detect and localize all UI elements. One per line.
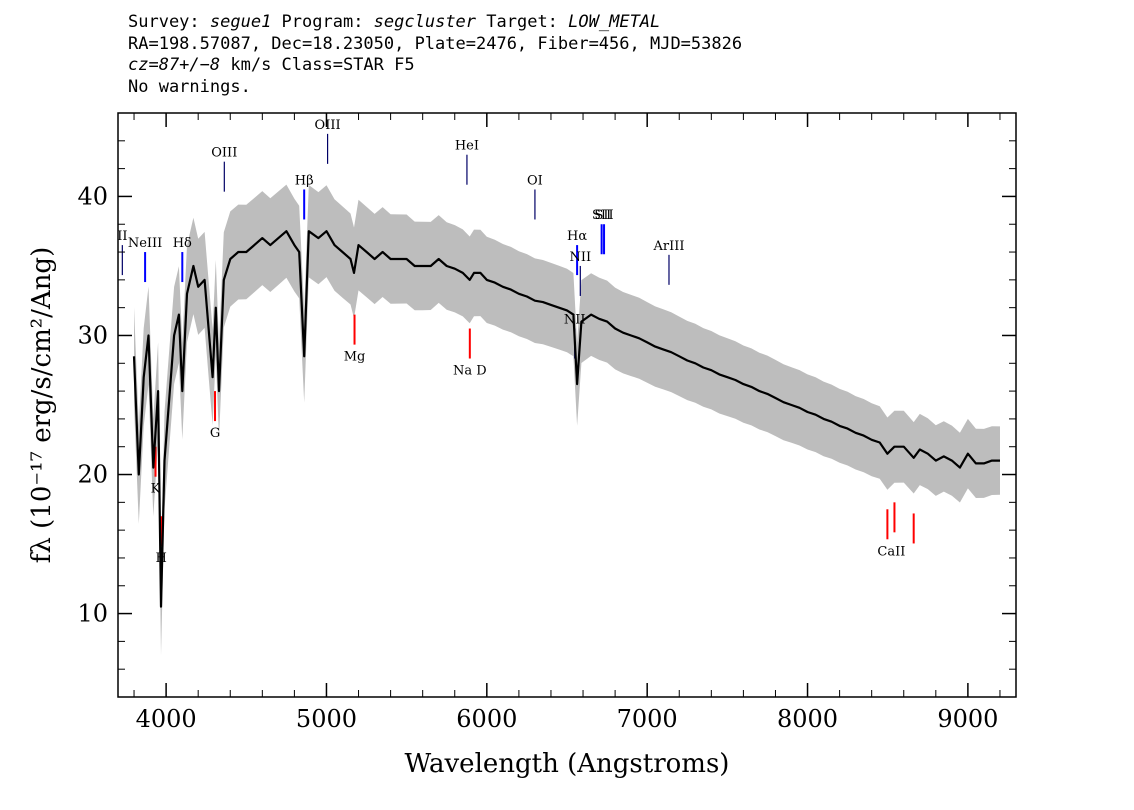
emission-line-label: OIII	[315, 118, 341, 133]
y-tick-label: 40	[77, 182, 108, 210]
flux-series-layer	[132, 230, 1000, 608]
emission-line-label: Hδ	[173, 236, 192, 251]
emission-line-label: ArIII	[652, 239, 684, 254]
header-line-3: cz=87+/−8 km/s Class=STAR F5	[128, 55, 415, 75]
emission-line-label: NII	[569, 250, 591, 265]
target-value: LOW_METAL	[568, 12, 661, 32]
class-value: km/s Class=STAR F5	[220, 55, 415, 75]
emission-line-label: HeI	[455, 139, 479, 154]
error-band-layer	[134, 184, 1000, 656]
x-tick-label: 9000	[937, 705, 998, 733]
emission-line-label: OIII	[211, 146, 237, 161]
absorption-line-label: Na D	[453, 364, 487, 379]
x-tick-label: 5000	[296, 705, 357, 733]
redshift-value: cz=87+/−8	[128, 55, 221, 75]
emission-line-label: NeIII	[128, 236, 162, 251]
absorption-line-label: G	[210, 426, 220, 441]
x-tick-label: 8000	[777, 705, 838, 733]
x-tick-label: 4000	[136, 705, 197, 733]
target-label: Target:	[476, 12, 569, 32]
emission-line-label: OI	[527, 173, 543, 188]
absorption-line-label: Mg	[344, 350, 366, 365]
header-line-2: RA=198.57087, Dec=18.23050, Plate=2476, …	[128, 33, 743, 54]
survey-value: segue1	[209, 12, 272, 32]
spectral-lines-layer: NeIII HδOIIIHβOIIIHeIOINIIHαNIISIISIIArII…	[117, 118, 915, 566]
emission-line-label: II	[117, 229, 127, 244]
program-label: Program:	[271, 12, 374, 32]
header-line-4: No warnings.	[128, 76, 251, 97]
absorption-line-label: CaII	[877, 544, 905, 559]
x-axis-title: Wavelength (Angstroms)	[405, 749, 730, 779]
emission-line-label: Hβ	[295, 173, 314, 188]
y-tick-label: 10	[77, 600, 108, 628]
flux-series-line	[132, 230, 1000, 608]
plot-frame	[117, 112, 1017, 698]
absorption-line-label: K	[151, 482, 161, 497]
emission-line-label: SII	[592, 208, 611, 223]
x-tick-label: 7000	[617, 705, 678, 733]
y-axis-title: fλ (10⁻¹⁷ erg/s/cm²/Ang)	[27, 247, 57, 563]
flux-error-band	[134, 184, 1000, 656]
emission-line-label: Hα	[567, 229, 587, 244]
y-tick-label: 20	[77, 461, 108, 489]
y-tick-label: 30	[77, 321, 108, 349]
axis-ticks: 4000 5000 6000 7000 8000 9000 10 20 30 40	[77, 113, 1016, 733]
spectrum-header: Survey: segue1 Program: segcluster Targe…	[128, 12, 742, 98]
header-line-1: Survey: segue1 Program: segcluster Targe…	[128, 12, 660, 32]
emission-line-label: SII	[594, 208, 613, 223]
x-tick-label: 6000	[456, 705, 517, 733]
survey-label: Survey:	[128, 12, 210, 32]
program-value: segcluster	[373, 12, 477, 32]
